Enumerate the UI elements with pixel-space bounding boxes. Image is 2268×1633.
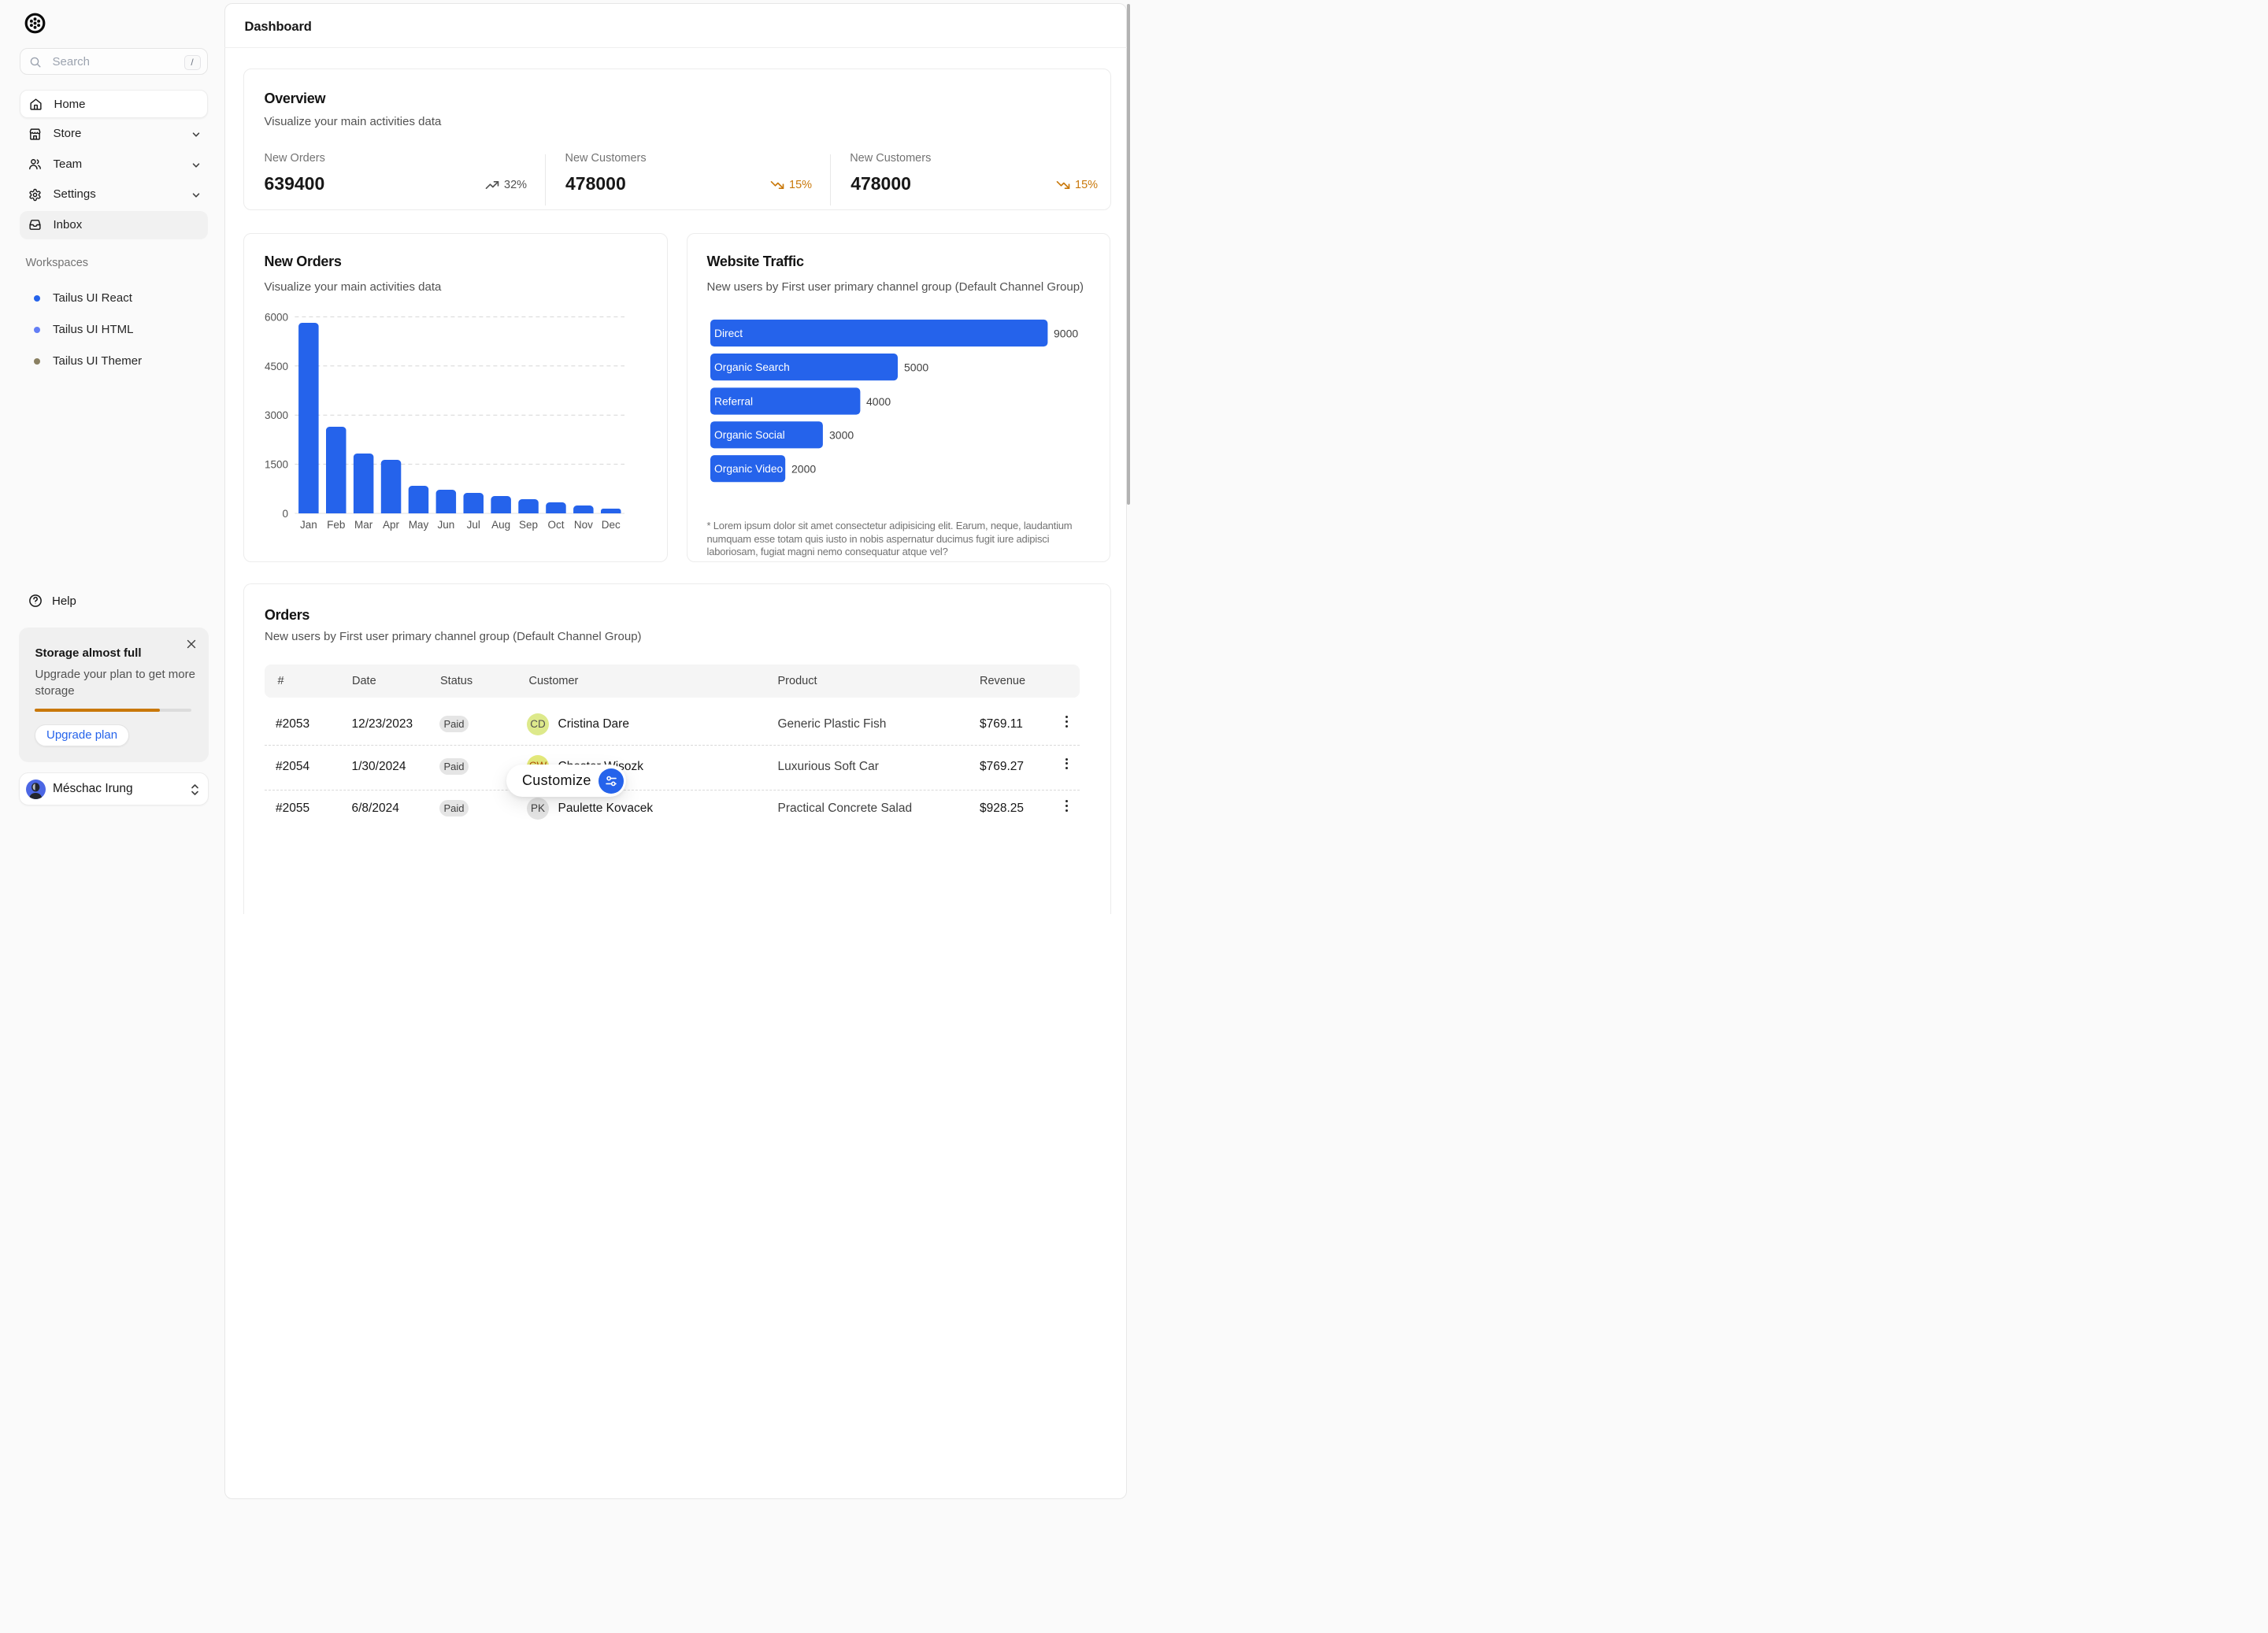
svg-text:2000: 2000 [791, 463, 816, 476]
svg-text:Sep: Sep [519, 519, 538, 531]
svg-text:Jul: Jul [467, 519, 480, 531]
svg-text:Mar: Mar [354, 519, 373, 531]
svg-text:0: 0 [282, 508, 288, 520]
svg-text:6000: 6000 [265, 312, 288, 323]
svg-text:Dec: Dec [602, 519, 621, 531]
svg-text:Organic Search: Organic Search [714, 361, 790, 373]
svg-text:Aug: Aug [491, 519, 510, 531]
svg-text:May: May [409, 519, 429, 531]
svg-text:Jun: Jun [437, 519, 454, 531]
svg-text:3000: 3000 [829, 429, 854, 442]
svg-text:Feb: Feb [327, 519, 345, 531]
svg-text:Direct: Direct [714, 328, 743, 339]
svg-text:Referral: Referral [714, 395, 753, 407]
svg-text:Organic Social: Organic Social [714, 429, 785, 441]
svg-text:Organic Video: Organic Video [714, 463, 784, 475]
svg-text:Apr: Apr [383, 519, 400, 531]
svg-text:1500: 1500 [265, 459, 288, 471]
svg-text:9000: 9000 [1054, 327, 1078, 339]
svg-text:3000: 3000 [265, 409, 288, 421]
svg-text:Jan: Jan [300, 519, 317, 531]
svg-text:4500: 4500 [265, 361, 288, 372]
svg-text:Oct: Oct [547, 519, 564, 531]
svg-text:5000: 5000 [904, 361, 928, 374]
svg-text:Nov: Nov [574, 519, 593, 531]
svg-text:4000: 4000 [866, 395, 891, 408]
